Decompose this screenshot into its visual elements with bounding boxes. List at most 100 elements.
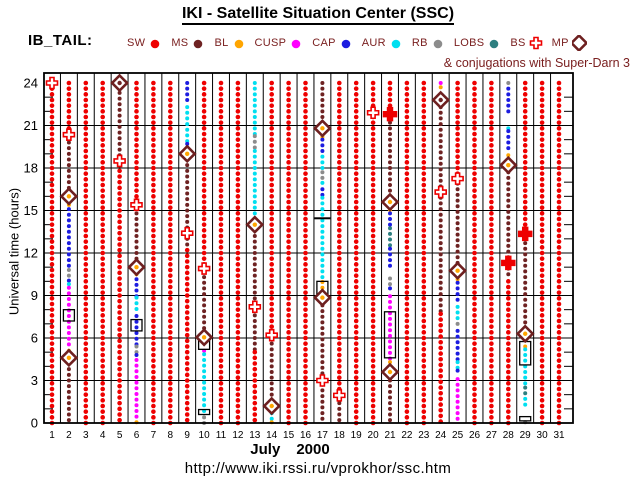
mp-diamond-center (185, 151, 190, 157)
bs-cross-marker (451, 172, 464, 185)
x-tick-labels: 1 2 3 4 5 6 7 8 9 10 11 12 13 14 15 16 17 18 19 20 21 22 23 24 2… (49, 430, 565, 441)
legend-item-mp: MP (552, 35, 587, 51)
x-axis-month-label: July 2000 (0, 441, 580, 458)
bs-cross-marker (332, 389, 346, 402)
legend-item-sw: SW (127, 35, 163, 51)
svg-text:18: 18 (24, 161, 38, 176)
conjugation-box (519, 415, 532, 422)
mp-diamond-center (66, 194, 72, 199)
source-url: http://www.iki.rssi.ru/vprokhor/ssc.htm (184, 460, 452, 477)
bs-cross-marker (434, 185, 448, 199)
legend-label-mp: MP (551, 37, 569, 49)
bs-cross-marker (180, 226, 194, 240)
mp-diamond-center (117, 80, 122, 86)
legend-mp-icon (571, 35, 587, 51)
legend-bs-icon (529, 36, 542, 50)
svg-text:3: 3 (31, 373, 38, 388)
day-column-8 (168, 80, 173, 426)
day-column-25 (448, 80, 467, 421)
mp-diamond-center (387, 369, 393, 375)
legend-label-sw: SW (127, 37, 146, 49)
year-text: 2000 (296, 441, 330, 458)
bs-cross-marker (316, 374, 329, 387)
day-column-17 (313, 81, 332, 421)
svg-text:7: 7 (151, 430, 157, 441)
bs-cross-marker (501, 255, 516, 271)
svg-text:13: 13 (249, 430, 261, 441)
day-column-3 (83, 80, 89, 426)
svg-text:8: 8 (168, 430, 174, 441)
mp-diamond-center (252, 222, 257, 227)
svg-text:15: 15 (24, 203, 38, 218)
svg-text:12: 12 (232, 430, 244, 441)
svg-text:5: 5 (117, 430, 123, 441)
day-column-5 (110, 73, 129, 423)
day-column-23 (421, 80, 427, 426)
svg-text:24: 24 (435, 430, 447, 441)
legend-label-aur: AUR (361, 37, 386, 49)
svg-text:25: 25 (452, 430, 464, 441)
svg-text:0: 0 (31, 416, 38, 431)
day-column-4 (100, 80, 105, 426)
legend-item-bs: BS (510, 35, 543, 51)
bs-cross-marker (113, 154, 126, 168)
bs-cross-marker (45, 76, 59, 90)
plot-border (43, 72, 574, 424)
mp-diamond-marker (571, 35, 587, 51)
day-column-20 (366, 80, 380, 426)
legend-cap-icon (341, 39, 351, 49)
day-column-27 (489, 80, 494, 426)
bs-cross-marker (62, 128, 76, 142)
day-column-13 (245, 81, 265, 423)
dataset-label: IB_TAIL: (28, 32, 93, 49)
svg-text:15: 15 (283, 430, 295, 441)
svg-text:11: 11 (216, 430, 227, 441)
svg-text:27: 27 (486, 430, 498, 441)
legend-label-lobs: LOBS (453, 37, 485, 49)
svg-text:23: 23 (418, 430, 430, 441)
day-column-19 (353, 80, 359, 426)
day-column-12 (235, 80, 241, 426)
svg-text:3: 3 (83, 430, 89, 441)
legend-sw-icon (151, 39, 160, 49)
svg-text:30: 30 (537, 430, 549, 441)
mp-diamond-center (387, 199, 393, 205)
mp-diamond-center (523, 331, 528, 336)
day-column-21 (380, 80, 400, 423)
day-column-30 (539, 80, 545, 426)
day-column-18 (332, 80, 346, 423)
legend-aur-icon (391, 39, 401, 49)
day-column-6 (127, 80, 146, 425)
day-column-10 (194, 80, 214, 425)
svg-text:14: 14 (266, 430, 278, 441)
bs-cross-marker (265, 328, 279, 342)
conjugation-box (197, 408, 211, 416)
dash-marker (314, 217, 331, 220)
svg-text:16: 16 (300, 430, 312, 441)
day-column-31 (556, 80, 562, 426)
svg-text:6: 6 (31, 331, 38, 346)
day-column-26 (472, 80, 477, 426)
legend-item-cap: CAP (312, 35, 354, 51)
legend-label-bl: BL (214, 37, 229, 49)
legend-item-rb: RB (412, 35, 446, 51)
svg-text:2: 2 (66, 430, 72, 441)
legend-label-cap: CAP (312, 37, 336, 49)
mp-diamond-center (320, 295, 325, 300)
svg-text:9: 9 (184, 430, 190, 441)
mp-diamond-center (201, 335, 207, 340)
legend-lobs-icon (490, 39, 499, 49)
day-column-2 (59, 80, 79, 423)
svg-text:6: 6 (134, 430, 140, 441)
legend-note: & conjugations with Super-Darn 3 (443, 56, 630, 70)
legend: SW MS BL CUSP CAP AUR RB LOBS BS MP (127, 34, 595, 52)
day-column-15 (286, 80, 291, 426)
svg-text:19: 19 (351, 430, 363, 441)
mp-diamond-center (438, 97, 443, 103)
svg-text:1: 1 (49, 430, 55, 441)
day-column-1 (45, 76, 59, 426)
day-column-28 (498, 81, 518, 426)
day-column-22 (404, 80, 410, 426)
legend-item-lobs: LOBS (454, 35, 503, 51)
